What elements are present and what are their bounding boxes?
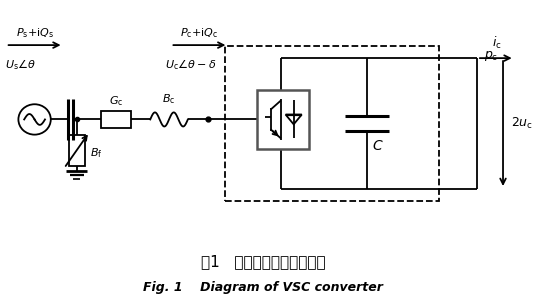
Bar bbox=[225, 46, 440, 201]
Text: $U_{\rm s}\angle\theta$: $U_{\rm s}\angle\theta$ bbox=[4, 57, 36, 72]
Text: $i_{\rm c}$: $i_{\rm c}$ bbox=[492, 35, 502, 51]
Text: $G_{\rm c}$: $G_{\rm c}$ bbox=[109, 94, 123, 108]
Bar bbox=[69, 135, 85, 166]
Text: $U_{\rm c}\angle\theta-\delta$: $U_{\rm c}\angle\theta-\delta$ bbox=[165, 57, 216, 72]
Text: $p_{\rm c}$: $p_{\rm c}$ bbox=[484, 49, 498, 63]
Bar bbox=[257, 90, 309, 149]
Text: 图1   电压源型换流器示意图: 图1 电压源型换流器示意图 bbox=[201, 255, 325, 270]
Text: $P_{\rm s}$+i$Q_{\rm s}$: $P_{\rm s}$+i$Q_{\rm s}$ bbox=[16, 26, 54, 40]
Text: Fig. 1    Diagram of VSC converter: Fig. 1 Diagram of VSC converter bbox=[143, 281, 383, 294]
Text: $2u_{\rm c}$: $2u_{\rm c}$ bbox=[511, 116, 533, 131]
Text: $P_{\rm c}$+i$Q_{\rm c}$: $P_{\rm c}$+i$Q_{\rm c}$ bbox=[180, 26, 218, 40]
Text: $B_{\rm c}$: $B_{\rm c}$ bbox=[162, 92, 176, 106]
Text: $B_{\rm f}$: $B_{\rm f}$ bbox=[89, 146, 102, 160]
Text: $C$: $C$ bbox=[372, 139, 384, 153]
Bar bbox=[101, 111, 131, 128]
